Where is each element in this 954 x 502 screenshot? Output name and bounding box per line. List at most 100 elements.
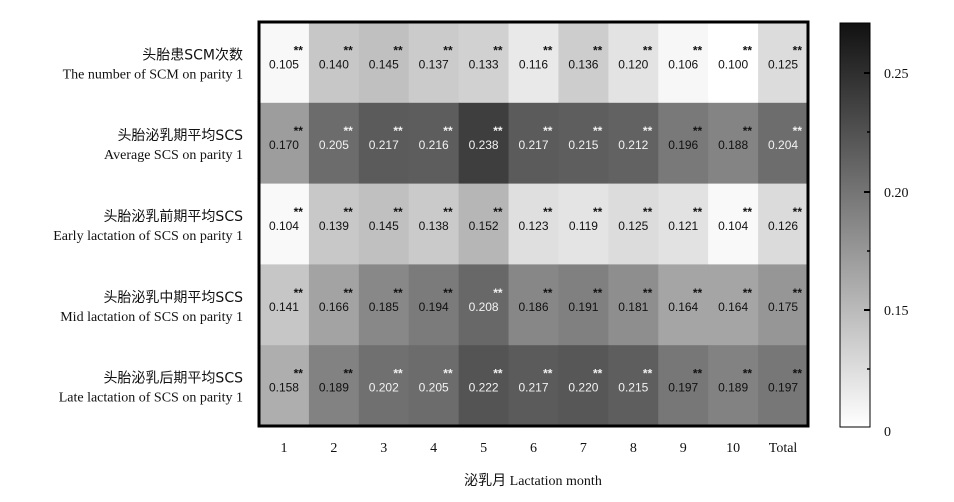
heatmap-cell	[458, 264, 510, 346]
significance-marker: **	[294, 286, 304, 300]
cell-value-label: 0.120	[618, 57, 648, 71]
cell-value-label: 0.205	[319, 138, 349, 152]
heatmap-cell	[408, 345, 460, 427]
cell-value-label: 0.116	[519, 57, 548, 71]
significance-marker: **	[793, 205, 803, 219]
colorbar-tick-label: 0.25	[884, 67, 909, 82]
significance-marker: **	[793, 43, 803, 57]
cell-value-label: 0.104	[718, 219, 748, 233]
heatmap-cell	[558, 264, 609, 346]
significance-marker: **	[294, 205, 304, 219]
significance-marker: **	[294, 43, 304, 57]
cell-value-label: 0.145	[369, 57, 399, 71]
significance-marker: **	[343, 124, 353, 138]
cell-value-label: 0.140	[319, 57, 349, 71]
x-tick-label: 5	[480, 441, 487, 456]
heatmap-cell	[259, 102, 310, 185]
significance-marker: **	[743, 124, 753, 138]
significance-marker: **	[443, 205, 453, 219]
significance-marker: **	[343, 367, 353, 381]
cell-value-label: 0.191	[568, 300, 598, 314]
cell-value-label: 0.125	[618, 219, 648, 233]
x-tick-label: 2	[330, 441, 337, 456]
heatmap-cell	[658, 102, 709, 185]
heatmap-cell	[508, 102, 559, 185]
significance-marker: **	[593, 43, 603, 57]
heatmap-cell	[259, 22, 310, 104]
heatmap-cell	[708, 264, 759, 346]
significance-marker: **	[543, 43, 553, 57]
cell-value-label: 0.166	[319, 300, 349, 314]
heatmap-cell	[358, 102, 410, 185]
heatmap-cell	[658, 22, 709, 104]
x-tick-label: 4	[430, 441, 437, 456]
significance-marker: **	[643, 124, 653, 138]
heatmap-cell	[358, 345, 410, 427]
significance-marker: **	[593, 286, 603, 300]
significance-marker: **	[343, 43, 353, 57]
cell-value-label: 0.197	[768, 381, 798, 395]
cell-value-label: 0.119	[569, 219, 598, 233]
cell-value-label: 0.138	[419, 219, 449, 233]
cell-value-label: 0.175	[768, 300, 798, 314]
significance-marker: **	[693, 367, 703, 381]
heatmap-cells: 0.105**0.140**0.145**0.137**0.133**0.116…	[259, 22, 809, 427]
heatmap-cell	[458, 22, 510, 104]
cell-value-label: 0.125	[768, 57, 798, 71]
x-tick-label: Total	[769, 441, 798, 456]
cell-value-label: 0.170	[269, 138, 299, 152]
heatmap-cell	[508, 345, 559, 427]
cell-value-label: 0.189	[718, 381, 748, 395]
significance-marker: **	[294, 367, 304, 381]
significance-marker: **	[543, 286, 553, 300]
row-labels: 头胎患SCM次数 The number of SCM on parity 1 头胎泌…	[53, 47, 243, 405]
cell-value-label: 0.126	[768, 219, 798, 233]
row-label-en: Average SCS on parity 1	[104, 148, 243, 163]
row-label-en: Mid lactation of SCS on parity 1	[60, 310, 243, 325]
cell-value-label: 0.185	[369, 300, 399, 314]
heatmap-cell	[259, 264, 310, 346]
x-tick-label: 3	[380, 441, 387, 456]
cell-value-label: 0.145	[369, 219, 399, 233]
significance-marker: **	[543, 205, 553, 219]
cell-value-label: 0.133	[469, 57, 499, 71]
significance-marker: **	[793, 124, 803, 138]
heatmap-cell	[259, 345, 310, 427]
cell-value-label: 0.186	[518, 300, 548, 314]
significance-marker: **	[743, 286, 753, 300]
cell-value-label: 0.216	[419, 138, 449, 152]
colorbar	[839, 22, 871, 428]
significance-marker: **	[793, 286, 803, 300]
heatmap-cell	[558, 22, 609, 104]
heatmap-cell	[708, 102, 759, 185]
cell-value-label: 0.181	[618, 300, 648, 314]
cell-value-label: 0.105	[269, 57, 299, 71]
significance-marker: **	[343, 286, 353, 300]
cell-value-label: 0.220	[568, 381, 598, 395]
heatmap-cell	[608, 345, 659, 427]
cell-value-label: 0.217	[518, 138, 548, 152]
heatmap-cell	[608, 22, 659, 104]
significance-marker: **	[393, 205, 403, 219]
heatmap-cell	[358, 264, 410, 346]
significance-marker: **	[743, 205, 753, 219]
row-label-en: Early lactation of SCS on parity 1	[53, 229, 243, 244]
row-label-cn: 头胎泌乳中期平均SCS	[103, 290, 243, 306]
significance-marker: **	[493, 124, 503, 138]
heatmap-cell	[758, 102, 809, 185]
heatmap-cell	[558, 345, 609, 427]
cell-value-label: 0.194	[419, 300, 449, 314]
significance-marker: **	[443, 43, 453, 57]
heatmap-cell	[658, 345, 709, 427]
heatmap-cell	[259, 183, 310, 265]
heatmap-cell	[608, 183, 659, 265]
x-tick-label: 7	[580, 441, 587, 456]
heatmap-cell	[458, 345, 510, 427]
heatmap-cell	[408, 102, 460, 185]
significance-marker: **	[443, 124, 453, 138]
heatmap-cell	[758, 183, 809, 265]
heatmap-cell	[508, 22, 559, 104]
significance-marker: **	[343, 205, 353, 219]
heatmap-cell	[408, 183, 460, 265]
significance-marker: **	[443, 367, 453, 381]
